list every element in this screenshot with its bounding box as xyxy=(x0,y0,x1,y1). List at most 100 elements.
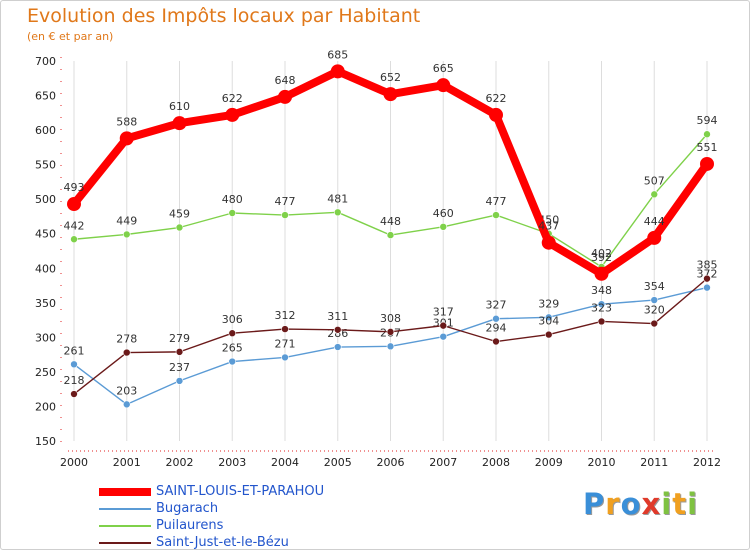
logo-letter: i xyxy=(687,487,699,521)
point-bugarach-2010 xyxy=(597,300,606,309)
point-saint-louis-et-parahou-2009 xyxy=(541,235,556,250)
y-tick-300: 300 xyxy=(35,331,56,344)
data-label-puilaurens-2008: 477 xyxy=(486,195,507,208)
point-puilaurens-2002 xyxy=(175,223,184,232)
data-label-bugarach-2012: 372 xyxy=(697,268,718,281)
point-puilaurens-2006 xyxy=(386,231,395,239)
data-label-puilaurens-2007: 460 xyxy=(433,207,454,220)
data-label-saint-louis-et-parahou-2001: 588 xyxy=(116,115,137,128)
data-label-saint-louis-et-parahou-2007: 665 xyxy=(433,62,454,75)
y-tick-500: 500 xyxy=(35,193,56,206)
data-label-saint-just-et-le-b-zu-2003: 306 xyxy=(222,313,243,326)
data-label-saint-louis-et-parahou-2002: 610 xyxy=(169,100,190,113)
point-saint-louis-et-parahou-2003 xyxy=(225,107,240,122)
legend-item-bugarach: Bugarach xyxy=(99,501,379,518)
data-label-saint-just-et-le-b-zu-2001: 278 xyxy=(116,333,137,346)
point-bugarach-2002 xyxy=(175,377,184,385)
legend-item-saint-just-et-le-b-zu: Saint-Just-et-le-Bézu xyxy=(99,535,379,550)
data-label-puilaurens-2005: 481 xyxy=(327,192,348,205)
y-tick-350: 350 xyxy=(35,297,56,310)
y-tick-450: 450 xyxy=(35,228,56,241)
x-tick-2012: 2012 xyxy=(693,456,721,469)
legend-swatch-saint-just-et-le-b-zu xyxy=(99,542,151,544)
data-label-saint-just-et-le-b-zu-2010: 323 xyxy=(591,301,612,314)
data-label-saint-just-et-le-b-zu-2000: 218 xyxy=(64,374,85,387)
point-saint-louis-et-parahou-2006 xyxy=(383,87,398,102)
point-saint-louis-et-parahou-2005 xyxy=(330,64,345,79)
legend-label-bugarach: Bugarach xyxy=(156,501,219,516)
point-bugarach-2000 xyxy=(70,360,78,369)
point-puilaurens-2007 xyxy=(439,223,448,231)
data-label-puilaurens-2000: 442 xyxy=(64,219,85,232)
chart-subtitle: (en € et par an) xyxy=(27,30,114,43)
legend-label-saint-just-et-le-b-zu: Saint-Just-et-le-Bézu xyxy=(156,535,289,550)
x-tick-2007: 2007 xyxy=(429,456,457,469)
point-puilaurens-2001 xyxy=(122,230,131,239)
data-label-puilaurens-2001: 449 xyxy=(116,214,137,227)
x-tick-2011: 2011 xyxy=(640,456,668,469)
point-saint-just-et-le-b-zu-2002 xyxy=(175,348,184,356)
point-puilaurens-2000 xyxy=(70,235,78,244)
data-label-puilaurens-2011: 507 xyxy=(644,174,665,187)
data-label-puilaurens-2002: 459 xyxy=(169,208,190,221)
point-saint-just-et-le-b-zu-2003 xyxy=(228,329,237,338)
point-saint-louis-et-parahou-2002 xyxy=(172,116,187,131)
data-label-bugarach-2003: 265 xyxy=(222,342,243,355)
y-tick-650: 650 xyxy=(35,90,56,103)
data-label-saint-just-et-le-b-zu-2007: 317 xyxy=(433,306,454,319)
x-tick-2004: 2004 xyxy=(271,456,299,469)
point-saint-just-et-le-b-zu-2011 xyxy=(650,319,659,328)
data-label-saint-just-et-le-b-zu-2012: 385 xyxy=(697,259,718,272)
data-label-bugarach-2001: 203 xyxy=(116,384,137,397)
point-bugarach-2008 xyxy=(492,314,500,323)
point-puilaurens-2012 xyxy=(703,130,711,139)
x-tick-2009: 2009 xyxy=(535,456,563,469)
data-label-bugarach-2011: 354 xyxy=(644,280,665,293)
data-label-bugarach-2002: 237 xyxy=(169,361,190,374)
point-saint-just-et-le-b-zu-2006 xyxy=(386,328,395,336)
data-label-puilaurens-2004: 477 xyxy=(275,195,296,208)
chart-title: Evolution des Impôts locaux par Habitant xyxy=(27,5,421,27)
point-bugarach-2012 xyxy=(703,283,711,292)
y-tick-400: 400 xyxy=(35,262,56,275)
point-saint-just-et-le-b-zu-2001 xyxy=(122,348,131,357)
point-bugarach-2007 xyxy=(439,332,448,341)
point-puilaurens-2003 xyxy=(228,209,237,217)
point-bugarach-2009 xyxy=(544,313,553,322)
data-label-saint-louis-et-parahou-2003: 622 xyxy=(222,92,243,105)
legend: SAINT-LOUIS-ET-PARAHOU Bugarach Puilaurens… xyxy=(99,484,379,550)
point-saint-louis-et-parahou-2008 xyxy=(489,107,503,122)
point-saint-just-et-le-b-zu-2010 xyxy=(597,317,606,326)
proxiti-logo: Proxiti xyxy=(583,487,698,521)
point-saint-just-et-le-b-zu-2009 xyxy=(544,330,553,339)
y-tick-250: 250 xyxy=(35,366,56,379)
y-tick-700: 700 xyxy=(35,55,56,68)
data-label-saint-louis-et-parahou-2010: 392 xyxy=(591,251,612,264)
point-saint-just-et-le-b-zu-2000 xyxy=(70,390,78,398)
point-puilaurens-2004 xyxy=(281,211,289,219)
data-label-saint-just-et-le-b-zu-2002: 279 xyxy=(169,332,190,345)
x-tick-2010: 2010 xyxy=(588,456,616,469)
data-label-puilaurens-2006: 448 xyxy=(380,215,401,228)
y-tick-600: 600 xyxy=(35,124,56,137)
x-tick-2000: 2000 xyxy=(60,456,88,469)
data-label-puilaurens-2010: 402 xyxy=(591,247,612,260)
point-saint-just-et-le-b-zu-2008 xyxy=(492,337,500,346)
data-label-saint-louis-et-parahou-2011: 444 xyxy=(644,215,665,228)
legend-swatch-bugarach xyxy=(99,508,151,510)
data-label-saint-louis-et-parahou-2012: 551 xyxy=(697,141,718,154)
logo-letter: x xyxy=(641,487,662,521)
legend-swatch-puilaurens xyxy=(99,525,151,527)
point-saint-louis-et-parahou-2012 xyxy=(700,156,714,171)
legend-label-saint-louis-et-parahou: SAINT-LOUIS-ET-PARAHOU xyxy=(156,484,325,499)
x-tick-2008: 2008 xyxy=(482,456,510,469)
point-bugarach-2005 xyxy=(333,343,342,351)
data-label-saint-just-et-le-b-zu-2011: 320 xyxy=(644,304,665,317)
point-saint-just-et-le-b-zu-2005 xyxy=(333,325,342,334)
point-saint-louis-et-parahou-2001 xyxy=(119,131,134,146)
legend-swatch-saint-louis-et-parahou xyxy=(99,488,151,496)
y-tick-200: 200 xyxy=(35,400,56,413)
x-tick-2005: 2005 xyxy=(324,456,352,469)
point-bugarach-2001 xyxy=(122,400,131,409)
